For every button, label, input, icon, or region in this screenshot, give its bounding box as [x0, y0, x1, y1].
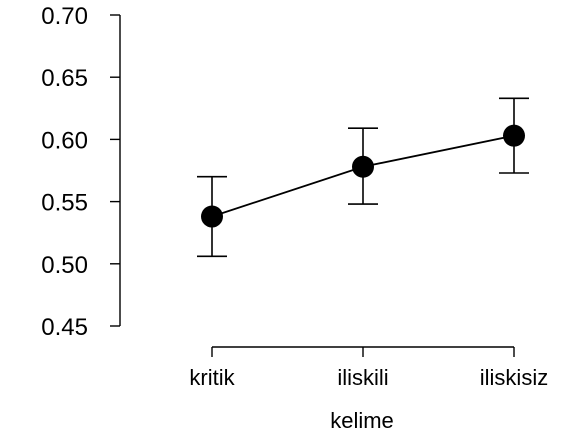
y-axis: 0.45 0.50 0.55 0.60 0.65 0.70	[41, 3, 121, 341]
y-tick-label: 0.65	[41, 65, 88, 92]
x-axis: kritik iliskili iliskisiz	[189, 346, 548, 390]
y-tick-label: 0.70	[41, 3, 88, 30]
y-tick-label: 0.45	[41, 314, 88, 341]
x-tick-label: iliskisiz	[480, 365, 548, 390]
y-tick-label: 0.60	[41, 127, 88, 154]
data-point	[201, 205, 223, 228]
plot-area	[197, 97, 529, 258]
x-tick-label: kritik	[189, 365, 235, 390]
y-tick-label: 0.50	[41, 252, 88, 279]
x-axis-title: kelime	[330, 408, 394, 433]
y-tick-label: 0.55	[41, 190, 88, 217]
x-tick-label: iliskili	[337, 365, 388, 390]
data-point	[352, 155, 374, 178]
data-point	[503, 124, 525, 147]
